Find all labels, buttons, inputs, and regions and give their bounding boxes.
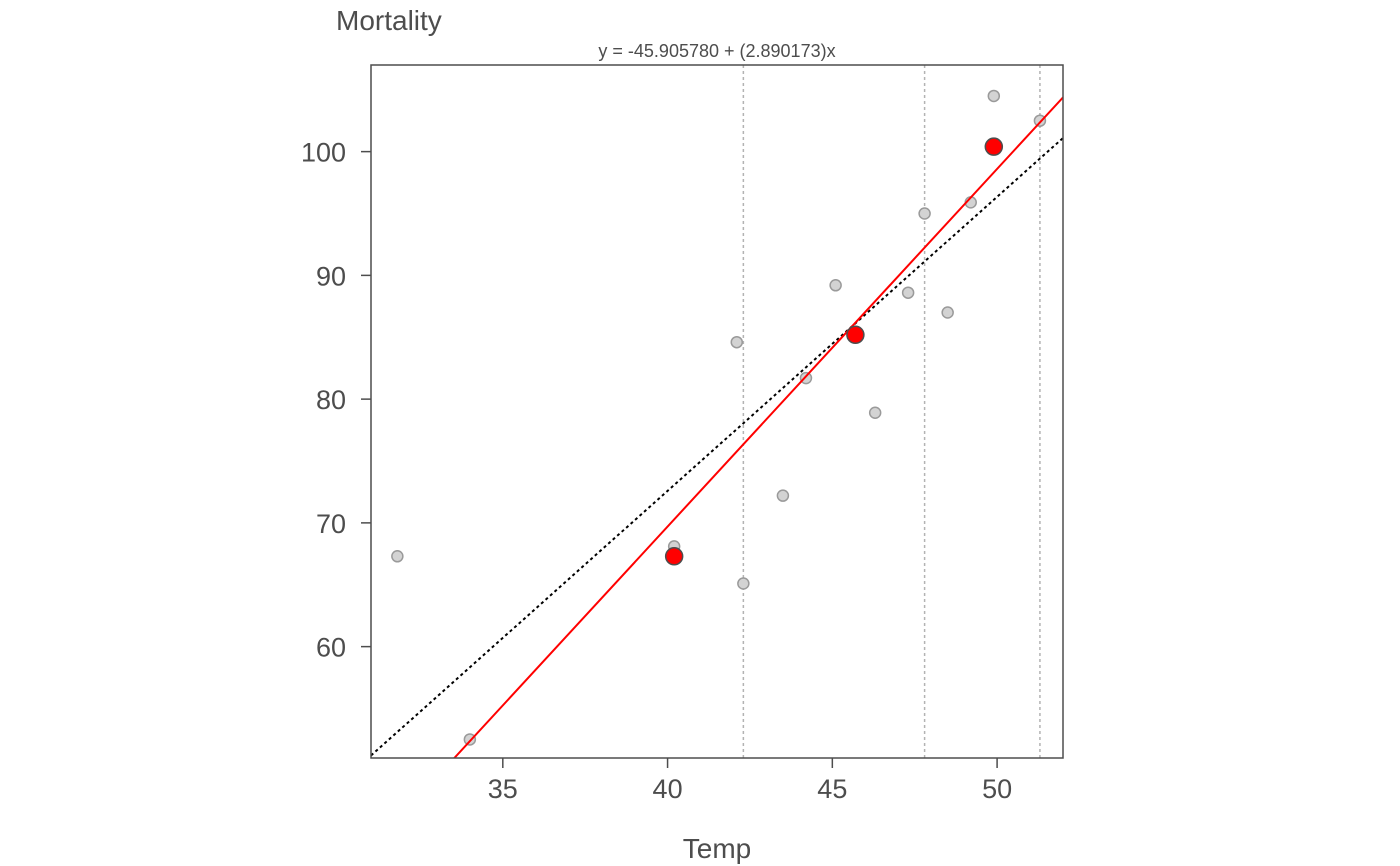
summary-point	[664, 547, 684, 566]
data-point	[918, 207, 931, 220]
x-tick-label: 40	[653, 774, 683, 804]
data-point	[829, 279, 842, 292]
x-tick-label: 45	[817, 774, 847, 804]
data-point	[776, 489, 790, 502]
summary-point	[984, 137, 1004, 156]
data-point	[901, 286, 915, 299]
x-tick-label: 50	[982, 774, 1012, 804]
data-point	[730, 335, 744, 349]
data-point	[941, 306, 954, 319]
y-tick-label: 80	[316, 385, 346, 415]
resistant-fit-line	[452, 96, 1063, 758]
plot-frame	[370, 64, 1064, 759]
ls-fit-line	[371, 137, 1063, 757]
data-point	[737, 577, 750, 590]
data-point	[987, 89, 1001, 103]
x-axis-title: Temp	[683, 833, 751, 864]
plot-area: 35 40 45 50 60 70 80 90 100	[301, 64, 1064, 804]
summary-point	[846, 325, 865, 345]
y-axis-title: Mortality	[336, 5, 442, 36]
x-tick-label: 35	[488, 774, 518, 804]
data-point	[1033, 114, 1047, 127]
data-point	[868, 406, 882, 419]
data-point	[799, 371, 813, 385]
y-tick-label: 60	[316, 633, 346, 663]
y-tick-label: 70	[316, 509, 346, 539]
data-point	[463, 733, 477, 746]
y-tick-label: 90	[316, 261, 346, 291]
data-point	[391, 550, 404, 563]
chart-subtitle: y = -45.905780 + (2.890173)x	[598, 41, 835, 61]
y-tick-label: 100	[301, 138, 346, 168]
